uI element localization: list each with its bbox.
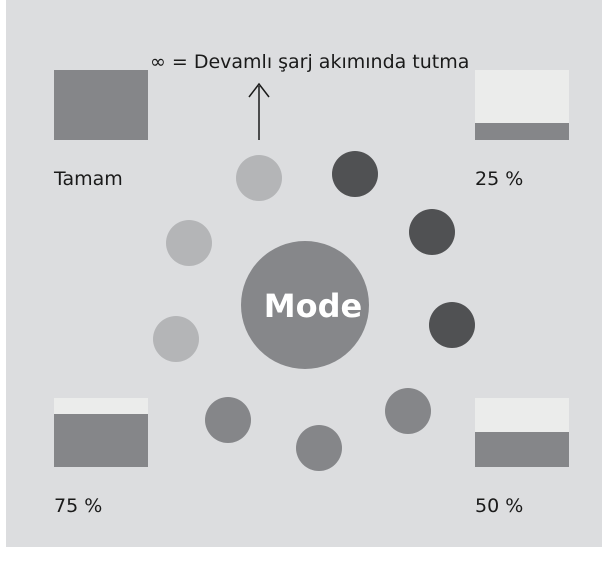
battery-empty-part [475, 398, 569, 432]
led-medium [205, 397, 251, 443]
led-medium [296, 425, 342, 471]
state-label: Tamam [53, 168, 123, 190]
mode-label: Mode [264, 287, 362, 325]
state-label: 25 % [475, 168, 523, 190]
state-label: 75 % [54, 495, 102, 517]
led-medium [385, 388, 431, 434]
battery-filled-part [475, 123, 569, 140]
arrow-head [248, 82, 270, 98]
battery-filled-part [54, 414, 148, 467]
battery-empty-part [54, 398, 148, 414]
led-light [153, 316, 199, 362]
led-dark [429, 302, 475, 348]
battery-empty-part [475, 70, 569, 123]
battery-full [54, 70, 148, 140]
state-label: 50 % [475, 495, 523, 517]
led-dark [409, 209, 455, 255]
led-dark [332, 151, 378, 197]
led-light [236, 155, 282, 201]
mode-button [241, 241, 369, 369]
led-light [166, 220, 212, 266]
note-text: ∞ = Devamlı şarj akımında tutma [150, 51, 469, 73]
battery-filled-part [475, 432, 569, 467]
